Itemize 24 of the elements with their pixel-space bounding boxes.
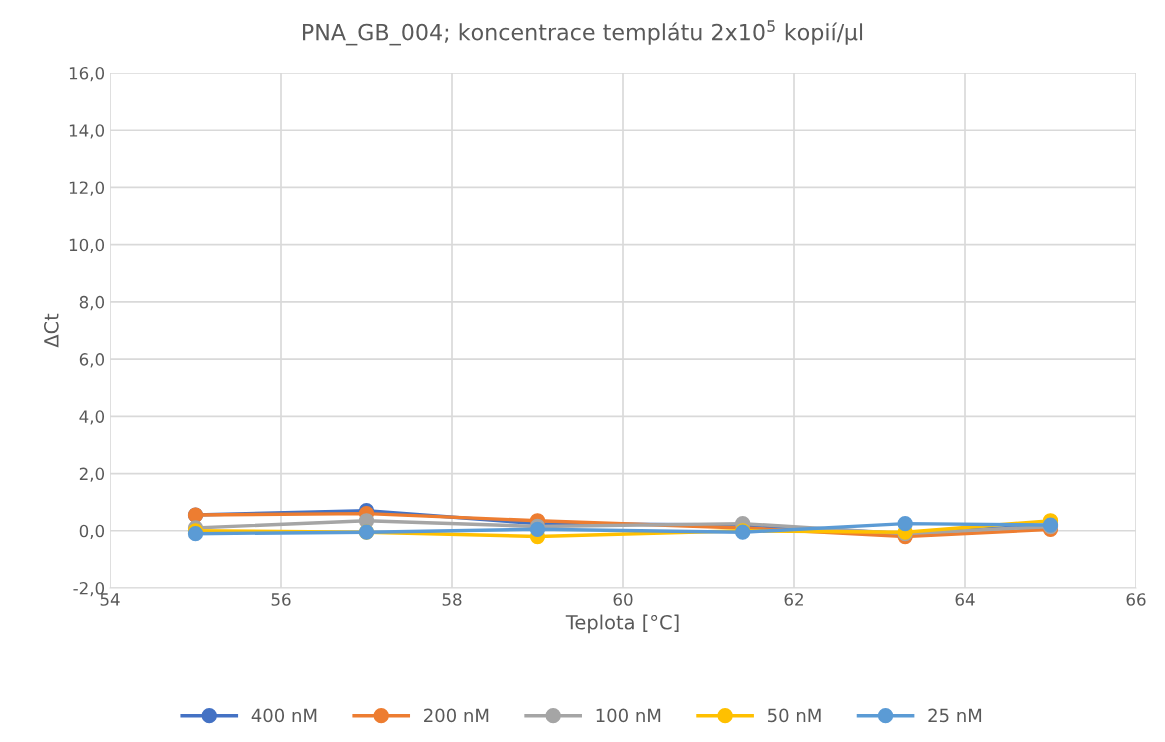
y-tick-label: 14,0 — [69, 124, 105, 139]
x-tick-label: 66 — [1126, 593, 1146, 606]
y-axis-title: ΔCt — [44, 313, 59, 348]
x-tick-label: 58 — [442, 593, 462, 606]
y-tick-label: 16,0 — [69, 66, 105, 82]
y-tick-label: 6,0 — [79, 353, 105, 368]
chart-title: PNA_GB_004; koncentrace templátu 2x10$^{5}$ kopií/µl — [303, 20, 863, 46]
legend-label: 200 nM — [424, 708, 489, 723]
legend-label: 100 nM — [596, 708, 661, 723]
y-tick-label: 10,0 — [69, 238, 105, 253]
y-tick-label: 4,0 — [79, 410, 105, 425]
x-axis-title: Teplota [°C] — [565, 614, 679, 634]
y-tick-label: 12,0 — [69, 181, 105, 196]
y-tick-label: 0,0 — [79, 524, 105, 540]
x-tick-label: 56 — [271, 593, 291, 606]
y-tick-label: 2,0 — [79, 467, 105, 482]
legend-label: 25 nM — [928, 708, 982, 723]
y-tick-label: 8,0 — [79, 295, 105, 311]
point — [897, 515, 913, 532]
x-tick-label: 64 — [955, 593, 975, 606]
legend-label: 400 nM — [251, 708, 317, 723]
x-tick-label: 60 — [613, 593, 633, 606]
x-tick-label: 62 — [784, 593, 803, 606]
legend-label: 50 nM — [768, 708, 821, 723]
